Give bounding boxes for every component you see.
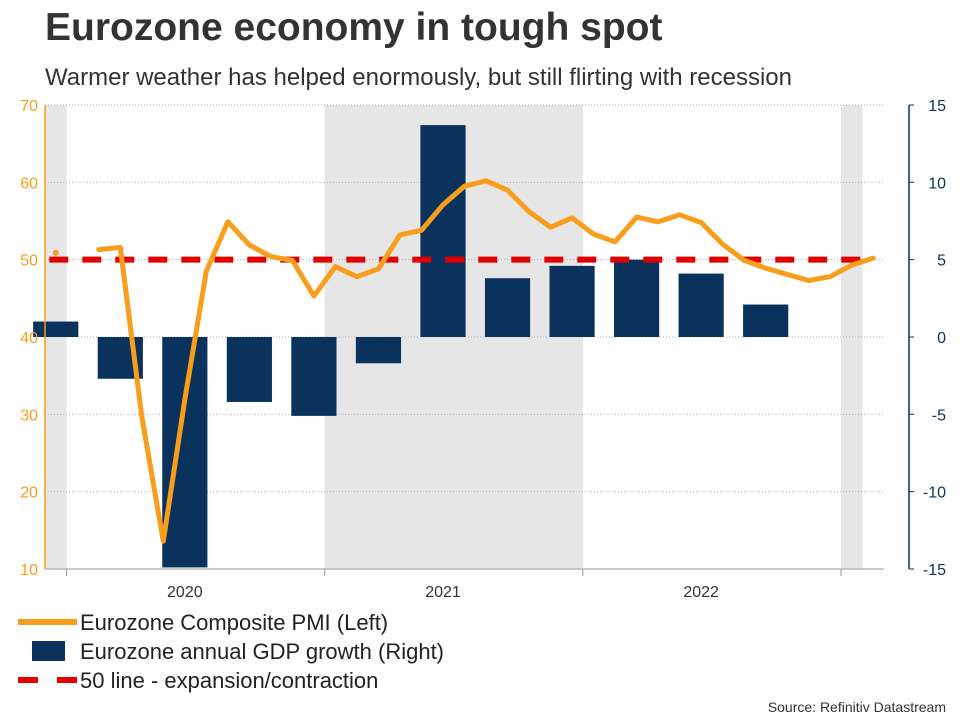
- pmi-line: [96, 178, 876, 544]
- gdp-bar-4: [291, 337, 337, 416]
- shaded-period-2: [840, 105, 863, 569]
- x-tick-label-2021: 2021: [425, 584, 461, 600]
- source-note: Source: Refinitiv Datastream: [767, 699, 946, 715]
- legend-label-pmi: Eurozone Composite PMI (Left): [80, 609, 389, 635]
- x-tick-label-2022: 2022: [683, 584, 719, 600]
- right-tick-label: 15: [928, 98, 946, 115]
- x-tick-label-2020: 2020: [167, 584, 203, 600]
- left-tick-label: 70: [20, 98, 38, 115]
- right-tick-label: 10: [928, 175, 946, 192]
- gdp-bar-3: [226, 337, 272, 402]
- gdp-bar-7: [484, 278, 531, 337]
- pmi-point-0: [52, 249, 59, 256]
- legend-item-fifty: 50 line - expansion/contraction: [18, 666, 444, 695]
- legend-label-fifty: 50 line - expansion/contraction: [80, 667, 379, 693]
- left-tick-label: 50: [20, 253, 38, 270]
- legend-label-gdp: Eurozone annual GDP growth (Right): [80, 638, 445, 664]
- gdp-bar-8: [549, 265, 595, 337]
- legend-item-gdp: Eurozone annual GDP growth (Right): [18, 637, 444, 666]
- gdp-bar-9: [614, 259, 660, 337]
- gdp-bar-0: [33, 321, 79, 337]
- left-tick-label: 10: [20, 562, 38, 579]
- gdp-bar-2: [162, 337, 208, 568]
- right-tick-label: -15: [923, 562, 946, 579]
- pmi-line-layer: [52, 178, 876, 544]
- axes: 10 20 30 40 50 60 70 -15 -10 -5 0 5 10 15 2020 2021 2022: [20, 98, 946, 600]
- legend-line-swatch: [18, 608, 80, 637]
- gdp-bar-6: [420, 125, 466, 338]
- legend-dash-swatch: [18, 666, 80, 695]
- chart-canvas: 10 20 30 40 50 60 70 -15 -10 -5 0 5 10 15 2020 2021 2022: [20, 98, 946, 600]
- chart-subtitle: Warmer weather has helped enormously, bu…: [45, 64, 792, 91]
- gdp-bars: [33, 125, 789, 568]
- legend-item-pmi: Eurozone Composite PMI (Left): [18, 608, 444, 637]
- left-tick-label: 20: [20, 485, 38, 502]
- left-tick-label: 40: [20, 330, 38, 347]
- legend: Eurozone Composite PMI (Left) Eurozone a…: [18, 608, 444, 695]
- left-tick-label: 30: [20, 407, 38, 424]
- gdp-bar-5: [355, 337, 402, 364]
- right-tick-label: -10: [923, 485, 946, 502]
- right-tick-label: -5: [932, 407, 946, 424]
- left-tick-label: 60: [20, 175, 38, 192]
- chart-title: Eurozone economy in tough spot: [45, 6, 663, 49]
- gdp-bar-11: [743, 304, 789, 337]
- gdp-bar-10: [678, 273, 724, 337]
- right-tick-label: 0: [937, 330, 946, 347]
- legend-bar-swatch: [18, 637, 80, 666]
- right-tick-label: 5: [937, 253, 946, 270]
